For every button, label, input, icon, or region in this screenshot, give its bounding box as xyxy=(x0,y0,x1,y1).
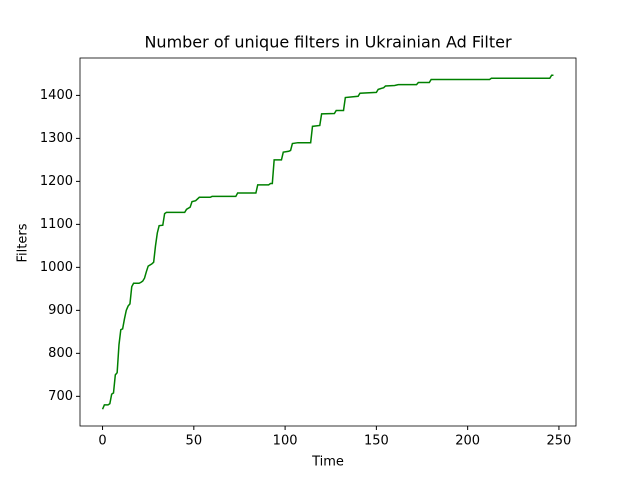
y-tick-label: 900 xyxy=(48,303,73,318)
plot-frame xyxy=(79,57,577,427)
y-tick-label: 1000 xyxy=(40,260,73,275)
y-tick-label: 1400 xyxy=(40,88,73,103)
y-tick-label: 1300 xyxy=(40,131,73,146)
x-tick-label: 0 xyxy=(98,434,106,449)
x-tick-label: 200 xyxy=(455,434,480,449)
x-tick-label: 150 xyxy=(364,434,389,449)
y-tick-label: 1100 xyxy=(40,217,73,232)
line xyxy=(101,74,554,410)
x-axis-label: Time xyxy=(311,455,344,470)
x-tick-label: 250 xyxy=(547,434,572,449)
y-tick-label: 700 xyxy=(48,389,73,404)
x-tick-label: 50 xyxy=(186,434,203,449)
x-tick-label: 100 xyxy=(273,434,298,449)
y-tick-label: 800 xyxy=(48,346,73,361)
y-tick-label: 1200 xyxy=(40,174,73,189)
chart-title: Number of unique filters in Ukrainian Ad… xyxy=(144,33,512,52)
y-axis-label: Filters xyxy=(16,223,31,262)
